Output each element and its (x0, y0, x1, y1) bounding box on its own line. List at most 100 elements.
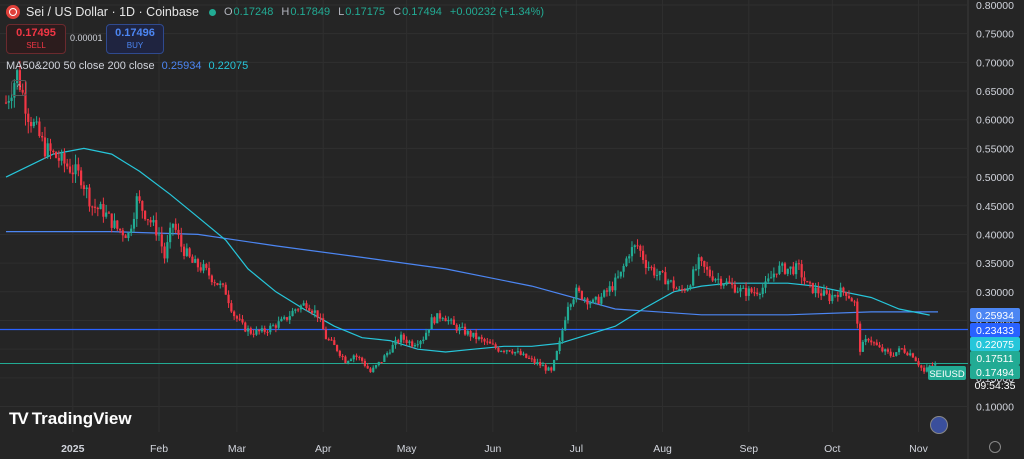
candle-body (689, 285, 692, 289)
candle-body (488, 341, 492, 344)
collapse-legend-button[interactable]: ^ (11, 80, 27, 96)
candle-body (667, 280, 670, 285)
candle-body (38, 121, 41, 137)
candle-body (52, 150, 55, 153)
candle-body (174, 223, 177, 230)
candle-body (783, 263, 787, 274)
candle-body (408, 341, 411, 344)
candle-body (658, 271, 661, 275)
candle-body (233, 311, 236, 317)
candle-body (463, 326, 467, 335)
candle-body (664, 272, 667, 285)
price-label-box (970, 308, 1020, 322)
price-label-0.22075: 0.22075 (976, 339, 1014, 351)
candle-body (925, 367, 928, 372)
candle-body (475, 332, 478, 340)
buy-button[interactable]: 0.17496 BUY (106, 24, 164, 54)
candle-body (625, 258, 628, 267)
candle-body (767, 278, 770, 282)
candle-body (906, 352, 909, 356)
candle-body (808, 282, 812, 284)
ma-indicator-legend[interactable]: MA50&200 50 close 200 close 0.25934 0.22… (6, 60, 248, 72)
candle-body (917, 361, 920, 366)
candle-body (436, 313, 439, 324)
candle-body (116, 220, 119, 229)
candle-body (210, 275, 213, 283)
candle-body (35, 121, 38, 123)
sell-button[interactable]: 0.17495 SELL (6, 24, 66, 54)
candle-body (196, 259, 200, 268)
y-tick-label: 0.80000 (976, 0, 1014, 12)
candle-body (288, 316, 291, 320)
candle-body (514, 351, 517, 354)
candle-body (633, 245, 636, 248)
candle-body (561, 330, 564, 341)
candle-body (347, 360, 350, 364)
candle-body (747, 288, 750, 296)
candle-body (558, 340, 561, 351)
candle-body (302, 303, 305, 306)
candle-body (202, 264, 205, 271)
candle-body (853, 301, 856, 303)
candle-body (878, 345, 881, 348)
candle-body (399, 334, 403, 343)
sell-price: 0.17495 (16, 27, 56, 39)
candle-body (146, 219, 149, 221)
candle-body (842, 287, 845, 293)
candle-body (374, 365, 378, 368)
candle-body (753, 292, 756, 294)
candle-body (88, 187, 91, 207)
settings-gear-icon[interactable] (989, 441, 1001, 453)
candle-body (694, 269, 698, 271)
candle-body (650, 267, 653, 269)
candle-body (182, 246, 186, 256)
candle-body (864, 338, 867, 342)
candle-body (291, 310, 294, 317)
buy-label: BUY (126, 41, 144, 50)
candle-body (516, 351, 520, 353)
candle-body (255, 329, 258, 335)
symbol-title[interactable]: Sei / US Dollar · 1D · Coinbase (26, 5, 199, 19)
candle-body (931, 365, 934, 367)
candle-body (875, 342, 878, 346)
candle-body (591, 299, 595, 303)
y-tick-label: 0.65000 (976, 86, 1014, 98)
candle-body (127, 232, 130, 239)
candle-body (63, 153, 66, 164)
candle-body (7, 101, 10, 103)
y-tick-label: 0.50000 (976, 172, 1014, 184)
candle-body (911, 353, 915, 358)
y-tick-label: 0.30000 (976, 287, 1014, 299)
candle-body (310, 310, 314, 313)
spread-value: 0.00001 (70, 33, 103, 43)
candle-body (383, 355, 386, 362)
candle-body (469, 331, 472, 337)
candle-body (639, 245, 642, 251)
candle-body (669, 280, 673, 282)
candle-body (725, 281, 728, 285)
candle-body (441, 318, 444, 320)
candle-body (405, 339, 408, 344)
candle-body (338, 350, 341, 356)
candle-body (530, 358, 533, 360)
y-tick-label: 0.35000 (976, 258, 1014, 270)
candle-body (258, 329, 261, 332)
candle-body (277, 321, 280, 328)
candle-body (920, 365, 923, 368)
candle-body (157, 234, 161, 236)
candle-body (85, 187, 88, 190)
candle-body (219, 283, 222, 286)
ohlc-values: O0.17248 H0.17849 L0.17175 C0.17494 +0.0… (223, 6, 545, 18)
candle-body (778, 265, 781, 274)
x-tick-label: Apr (315, 443, 332, 455)
x-tick-label: Oct (824, 443, 840, 455)
price-label-0.23433: 0.23433 (976, 325, 1014, 337)
candle-body (578, 287, 581, 292)
candle-body (280, 318, 283, 322)
candle-body (744, 287, 748, 296)
candle-body (583, 298, 586, 300)
us-flag-icon[interactable] (930, 416, 948, 434)
candle-body (199, 267, 202, 271)
candle-body (413, 344, 417, 347)
